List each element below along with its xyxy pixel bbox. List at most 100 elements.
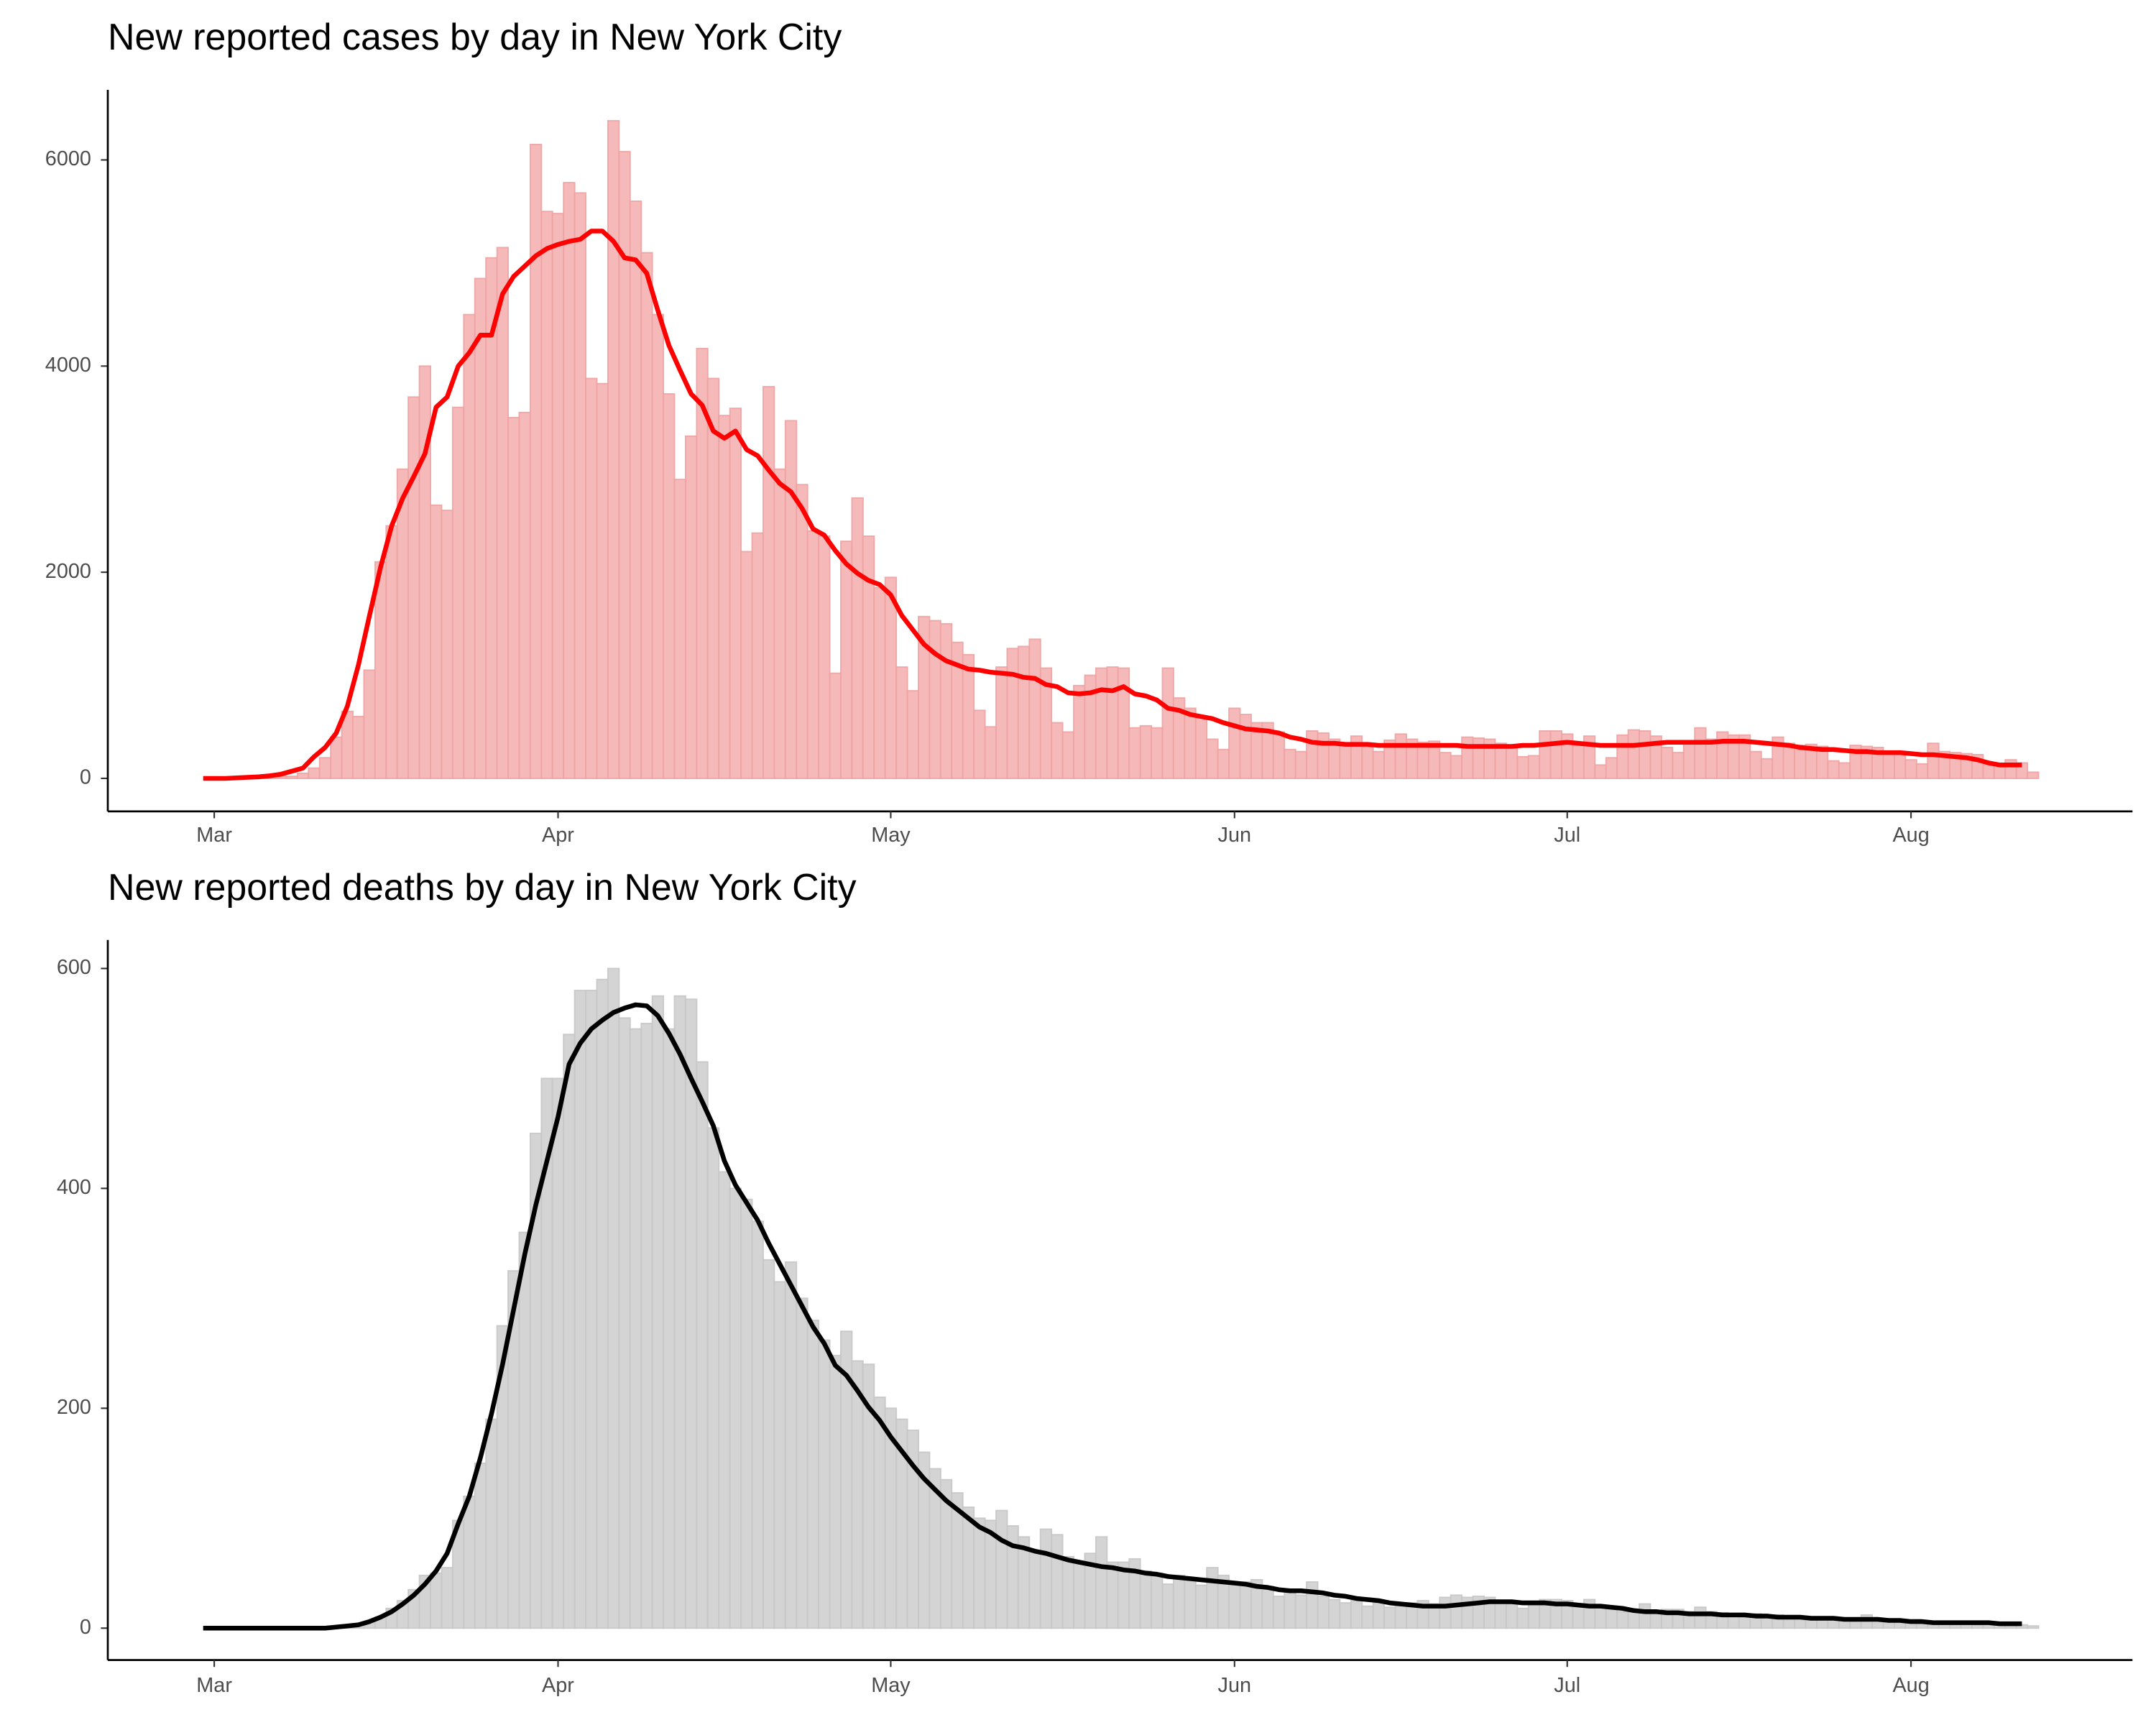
y-tick-label: 2000: [45, 560, 91, 583]
bar: [1627, 729, 1640, 779]
bar: [862, 535, 875, 779]
bar: [684, 998, 698, 1629]
bar: [1794, 745, 1807, 779]
bar: [1228, 1583, 1241, 1629]
bar: [585, 990, 598, 1629]
bar: [507, 417, 520, 779]
bar: [818, 1339, 831, 1629]
bar: [596, 382, 609, 779]
bar: [1061, 1555, 1075, 1629]
y-tick-label: 200: [57, 1396, 91, 1419]
bar: [818, 535, 831, 779]
bar: [1527, 1603, 1541, 1629]
bar: [1594, 764, 1607, 779]
bar: [529, 144, 543, 779]
bar: [740, 1198, 753, 1629]
bar: [1439, 752, 1452, 779]
bar: [1383, 1606, 1396, 1629]
bar: [1073, 1561, 1086, 1629]
bar: [740, 551, 753, 779]
bar: [706, 1127, 720, 1629]
chart-title: New reported deaths by day in New York C…: [108, 867, 857, 908]
bar: [673, 995, 686, 1629]
y-tick-label: 600: [57, 956, 91, 979]
bar: [1439, 1596, 1452, 1629]
x-tick-label: Jun: [1218, 1674, 1251, 1697]
bar: [729, 408, 742, 779]
bar: [1461, 736, 1474, 779]
bar: [496, 247, 510, 779]
bar: [518, 1231, 531, 1629]
bar: [441, 510, 453, 779]
bar: [1993, 765, 2007, 779]
bar: [308, 767, 321, 779]
bar: [573, 990, 587, 1629]
bar: [1915, 763, 1929, 779]
x-tick-label: Jul: [1554, 1674, 1580, 1697]
bar: [1594, 1606, 1607, 1629]
bar: [1239, 714, 1252, 779]
bar: [474, 1462, 487, 1629]
bar: [1350, 1600, 1363, 1629]
bar: [995, 666, 1008, 779]
bar: [1572, 741, 1585, 779]
bar: [1982, 764, 1995, 779]
bar: [451, 406, 465, 779]
y-tick-label: 400: [57, 1176, 91, 1199]
bar: [441, 1567, 453, 1629]
x-tick-label: Apr: [542, 1674, 574, 1697]
bar: [1672, 752, 1685, 779]
bar: [1228, 707, 1241, 779]
bar: [1971, 1624, 1984, 1629]
bar: [1927, 742, 1940, 779]
bar: [485, 1418, 498, 1629]
bar: [773, 468, 786, 779]
bar: [396, 468, 410, 779]
panel: New reported cases by day in New York Ci…: [45, 17, 2133, 847]
bar: [1605, 757, 1618, 779]
bar: [1006, 648, 1019, 779]
bar: [1051, 722, 1064, 779]
bar: [1239, 1581, 1252, 1629]
bar: [651, 313, 665, 779]
bar: [2027, 771, 2040, 779]
bar: [2027, 1625, 2040, 1629]
bar: [673, 479, 686, 779]
bar: [1106, 666, 1119, 779]
bar: [1760, 758, 1774, 779]
bar: [540, 211, 553, 779]
bar: [1172, 1574, 1186, 1629]
bar: [551, 1077, 565, 1629]
bar: [1194, 715, 1208, 779]
x-tick-label: Aug: [1892, 824, 1929, 847]
bar: [1061, 731, 1075, 779]
bar: [463, 1495, 476, 1629]
bar: [1051, 1534, 1064, 1629]
bar: [474, 277, 487, 779]
bar: [1306, 1581, 1319, 1629]
bar: [352, 715, 365, 779]
bar: [618, 1017, 631, 1629]
x-tick-label: Jul: [1554, 824, 1580, 847]
bar: [1317, 732, 1330, 779]
bar: [851, 1360, 864, 1629]
bar: [751, 1220, 764, 1629]
bar: [518, 411, 531, 779]
bar: [1394, 733, 1407, 779]
bar: [1028, 1550, 1041, 1629]
bar: [1095, 1536, 1108, 1629]
bar: [1017, 645, 1031, 779]
bar: [463, 313, 476, 779]
bar: [563, 182, 576, 779]
bar: [840, 540, 853, 779]
bar: [1294, 1594, 1308, 1629]
bar: [1372, 1602, 1386, 1629]
bar: [1494, 1600, 1507, 1629]
bar: [1151, 727, 1164, 779]
bar: [607, 967, 620, 1629]
y-tick-label: 0: [80, 1616, 91, 1639]
bar: [1161, 1583, 1174, 1629]
bar: [851, 497, 864, 779]
